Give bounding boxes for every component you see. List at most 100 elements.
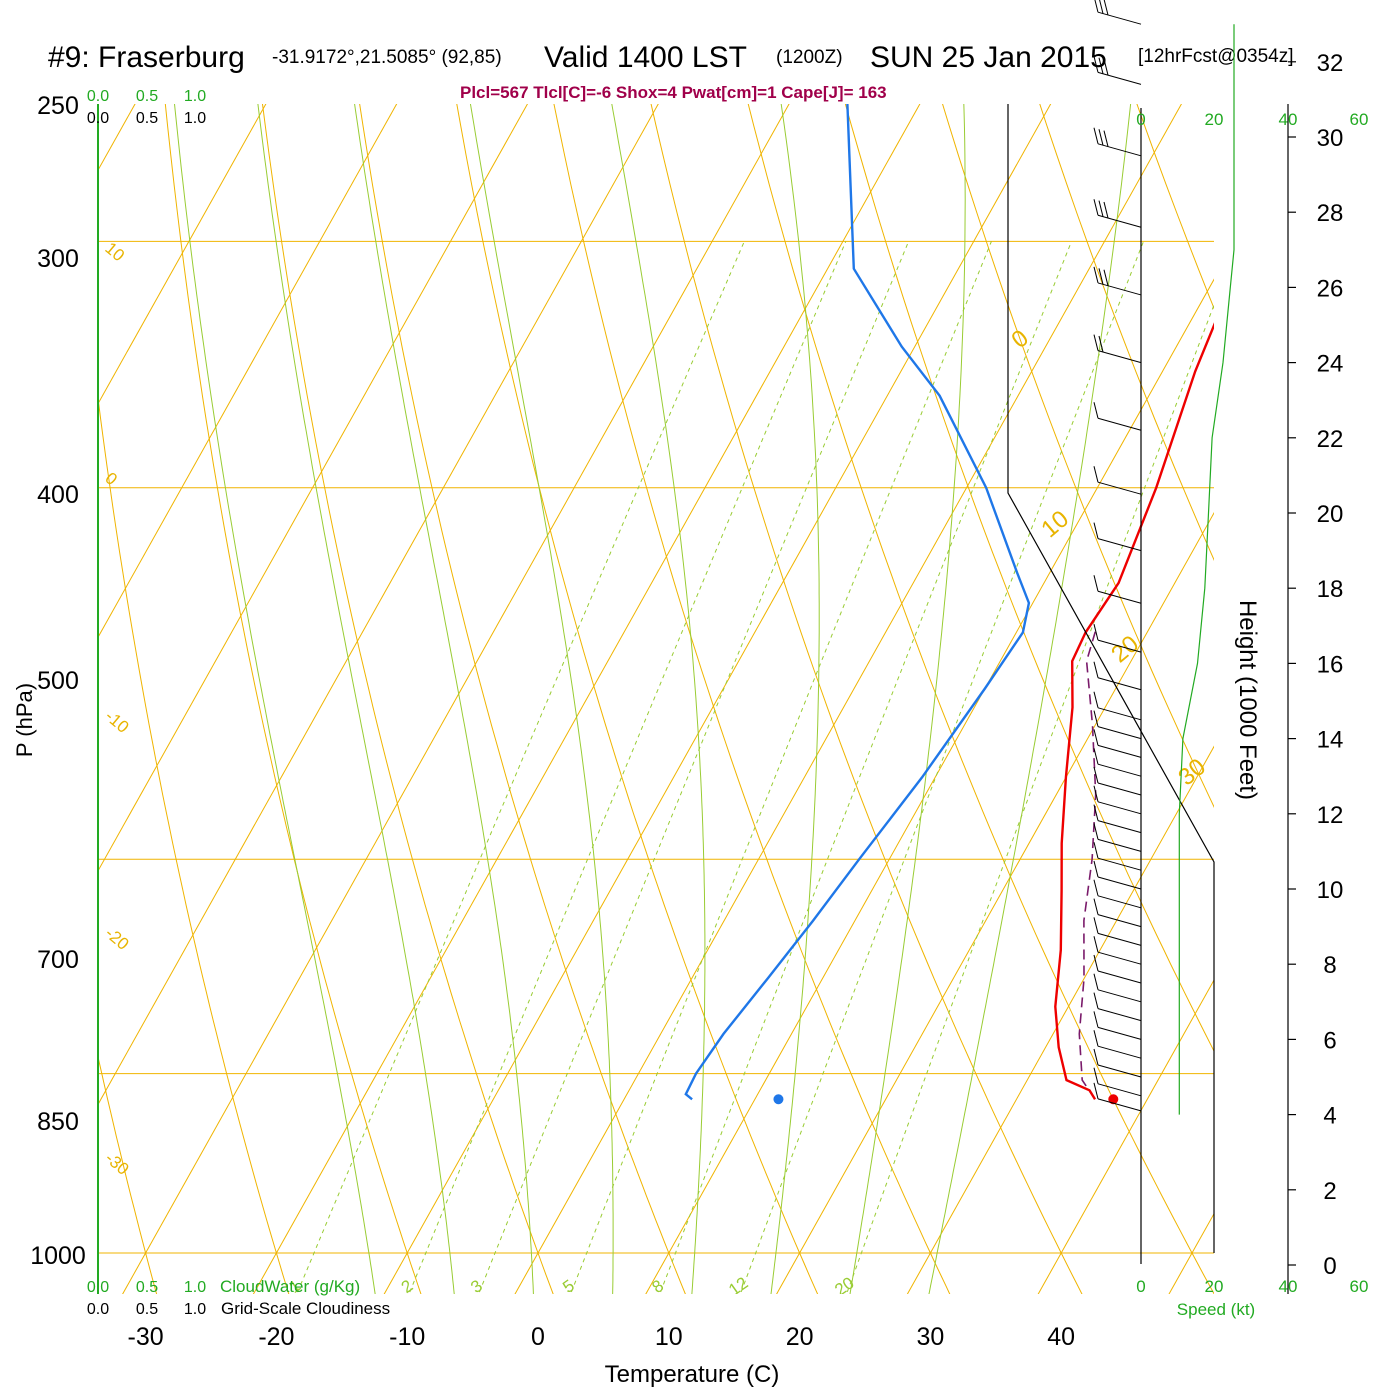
barb-staff [1097,989,1142,1003]
pressure-tick-label: 250 [37,92,79,120]
barb-staff [1097,639,1142,653]
barb-staff [1097,707,1142,721]
barb-flag [1093,691,1099,708]
mixing-ratio-line [659,241,1072,1294]
barb-staff [1097,350,1142,364]
barb-flag [1093,1048,1099,1066]
mixing-ratio-label: 8 [649,1276,668,1297]
barb-staff [1097,417,1142,431]
barb-flag [1093,748,1099,765]
height-axis-title: Height (1000 Feet) [1234,600,1261,800]
mixing-ratio-line [570,241,992,1294]
temperature-trace [1054,322,1214,1100]
cloudiness-scale-top: 0.0 [87,110,109,127]
wind-barb [1093,1011,1142,1040]
mixing-ratio-line [739,241,1144,1294]
dry-adiabat-line [1355,0,1400,1307]
height-tick-label: 22 [1317,426,1344,453]
barb-flag [1093,973,1099,990]
speed-tick-bottom: 60 [1350,1277,1369,1296]
barb-staff [1097,1008,1142,1022]
barb-staff [1097,677,1142,691]
mixing-ratio-label: 2 [398,1276,417,1297]
barb-flag [1093,804,1099,821]
dry-adiabat-label: -20 [101,924,132,954]
barb-staff [1097,838,1142,852]
moist-adiabat-line [770,104,820,1294]
wind-barb [1093,402,1142,431]
forecast-run: [12hrFcst@0354z] [1138,46,1294,67]
isotherm-line [98,104,529,872]
barb-staff [1097,143,1142,157]
wind-barb [1093,1067,1142,1097]
barb-staff [1097,538,1142,552]
barb-staff [1097,820,1142,834]
barb-staff [1097,726,1142,740]
barb-flag [1093,766,1099,784]
wind-barb [1093,199,1142,228]
moist-adiabat-line [174,104,376,1294]
barb-flag [1093,1011,1099,1028]
forecast-date: SUN 25 Jan 2015 [870,41,1107,74]
barb-flag [1098,335,1104,353]
wind-barb [1093,917,1142,946]
height-tick-label: 28 [1317,200,1344,227]
dry-adiabat-label: 10 [101,239,128,266]
barb-flag [1093,1030,1099,1047]
y-axis-title: P (hPa) [12,683,37,757]
wind-barb [1093,575,1142,604]
height-tick-label: 6 [1323,1027,1336,1054]
isotherm-label: 30 [1173,753,1211,791]
dry-adiabat-line [1136,104,1214,310]
barb-flag [1103,0,1109,16]
cloudiness-scale-top: 0.5 [136,110,158,127]
height-tick-label: 12 [1317,802,1344,829]
barb-staff [1097,951,1142,965]
mixing-ratio-label: 20 [831,1273,857,1299]
surface-dewpoint-dot [773,1094,784,1105]
wind-barb [1093,860,1142,890]
cloudiness-scale-bottom: 1.0 [184,1301,206,1318]
mixing-ratio-label: 3 [467,1276,486,1297]
cloudiness-label: Grid-Scale Cloudiness [221,1299,390,1318]
height-tick-label: 14 [1317,727,1344,754]
cloudwater-scale-top: 1.0 [184,88,206,105]
moist-adiabat-line [611,104,706,1294]
barb-flag [1093,661,1099,678]
wind-barb [1093,954,1142,984]
barb-flag [1093,992,1099,1009]
pressure-tick-label: 1000 [30,1242,86,1270]
barb-staff [1097,782,1142,796]
barb-flag [1103,269,1109,286]
wind-barb [1093,266,1142,296]
barb-flag [1094,0,1099,13]
cloudwater-label: CloudWater (g/Kg) [220,1277,360,1296]
mixing-ratio-line [408,241,847,1294]
barb-flag [1093,710,1099,727]
valid-time: Valid 1400 LST [544,41,747,74]
wind-barb [1093,804,1142,834]
wind-barb [1093,1030,1142,1059]
dry-adiabat-line [261,104,554,1294]
mixing-ratio-line [846,303,1214,1294]
barb-staff [1097,1045,1142,1059]
temperature-tick-label: -10 [389,1323,425,1351]
height-tick-label: 0 [1323,1253,1336,1280]
height-tick-label: 16 [1317,651,1344,678]
cloudwater-scale-bottom: 1.0 [184,1279,206,1296]
barb-flag [1093,729,1099,746]
barb-staff [1097,1098,1142,1112]
height-tick-label: 18 [1317,576,1344,603]
wind-speed-curve [1178,24,1235,1115]
barb-flag [1093,575,1099,592]
pressure-tick-label: 500 [37,667,79,695]
moist-adiabat-line [257,104,455,1294]
wind-barb [1093,623,1142,653]
barb-staff [1097,876,1142,890]
wind-barb [1093,661,1142,691]
wind-barb [1093,936,1142,965]
barb-flag [1093,842,1099,859]
temperature-tick-label: 0 [531,1323,545,1351]
parcel-trace [1078,626,1098,1100]
